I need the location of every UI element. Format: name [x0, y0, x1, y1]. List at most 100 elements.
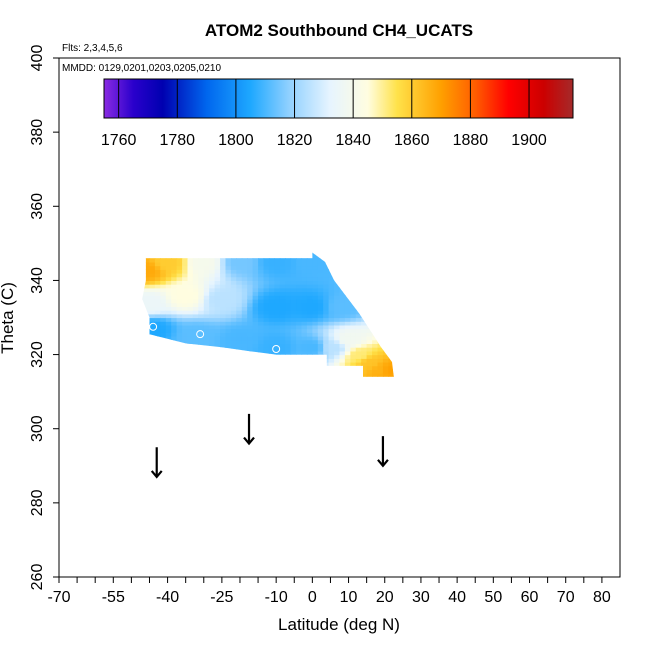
heatmap-cell	[142, 317, 145, 322]
heatmap-cell	[312, 265, 319, 270]
heatmap-cell	[149, 276, 156, 281]
heatmap-cell	[339, 269, 346, 274]
heatmap-cell	[366, 291, 373, 296]
heatmap-cell	[144, 365, 151, 370]
heatmap-cell	[323, 287, 330, 293]
heatmap-cell	[209, 328, 216, 333]
heatmap-cell	[323, 332, 330, 337]
heatmap-cell	[399, 373, 405, 377]
heatmap-cell	[334, 265, 341, 270]
heatmap-cell	[226, 377, 232, 381]
heatmap-cell	[214, 324, 221, 330]
heatmap-cell	[263, 354, 270, 359]
heatmap-cell	[306, 299, 313, 304]
heatmap-cell	[344, 273, 351, 278]
heatmap-cell	[268, 365, 275, 370]
heatmap-cell	[203, 336, 210, 341]
heatmap-cell	[252, 350, 259, 356]
heatmap-cell	[192, 369, 199, 374]
heatmap-cell	[296, 276, 303, 281]
heatmap-cell	[339, 284, 346, 289]
heatmap-cell	[160, 324, 167, 330]
heatmap-cell	[388, 369, 394, 374]
heatmap-cell	[394, 306, 400, 310]
heatmap-cell	[394, 336, 400, 340]
heatmap-cell	[198, 306, 205, 311]
heatmap-cell	[312, 310, 319, 315]
heatmap-cell	[355, 336, 362, 341]
heatmap-cell	[377, 261, 384, 267]
heatmap-cell	[388, 336, 394, 341]
heatmap-cell	[176, 313, 183, 319]
heatmap-cell	[220, 276, 227, 281]
heatmap-cell	[220, 258, 227, 263]
heatmap-cell	[388, 377, 394, 381]
heatmap-cell	[154, 317, 161, 322]
heatmap-cell	[312, 313, 319, 319]
heatmap-cell	[328, 254, 335, 259]
heatmap-cell	[263, 306, 270, 311]
heatmap-cell	[350, 306, 357, 311]
heatmap-cell	[188, 377, 194, 381]
heatmap-cell	[203, 362, 210, 367]
heatmap-cell	[220, 261, 227, 267]
heatmap-cell	[377, 369, 384, 374]
heatmap-cell	[344, 254, 351, 259]
heatmap-cell	[339, 350, 346, 356]
heatmap-cell	[241, 373, 248, 377]
heatmap-cell	[198, 321, 205, 326]
heatmap-cell	[382, 265, 389, 270]
heatmap-cell	[214, 306, 221, 311]
heatmap-cell	[187, 252, 194, 256]
heatmap-cell	[176, 362, 183, 367]
heatmap-cell	[165, 287, 172, 293]
heatmap-cell	[306, 347, 313, 352]
heatmap-cell	[182, 284, 189, 289]
heatmap-cell	[225, 276, 232, 281]
heatmap-cell	[192, 350, 199, 356]
heatmap-cell	[165, 254, 172, 259]
heatmap-cell	[328, 295, 335, 300]
heatmap-cell	[142, 362, 145, 367]
heatmap-cell	[220, 324, 227, 330]
heatmap-cell	[182, 317, 189, 322]
heatmap-cell	[176, 339, 183, 344]
heatmap-cell	[236, 295, 243, 300]
heatmap-cell	[225, 369, 232, 374]
heatmap-cell	[388, 287, 394, 293]
heatmap-cell	[154, 369, 161, 374]
heatmap-cell	[187, 310, 194, 315]
heatmap-cell	[344, 269, 351, 274]
heatmap-cell	[290, 362, 297, 367]
heatmap-cell	[150, 381, 156, 385]
heatmap-cell	[366, 350, 373, 356]
heatmap-cell	[317, 287, 324, 293]
heatmap-cell	[171, 299, 178, 304]
heatmap-cell	[394, 284, 400, 288]
heatmap-cell	[187, 365, 194, 370]
heatmap-cell	[350, 258, 357, 263]
heatmap-cell	[160, 265, 167, 270]
heatmap-cell	[247, 321, 254, 326]
heatmap-cell	[220, 358, 227, 363]
heatmap-cell	[328, 287, 335, 293]
heatmap-cell	[144, 299, 151, 304]
heatmap-cell	[394, 277, 400, 281]
heatmap-cell	[188, 381, 194, 385]
heatmap-cell	[301, 354, 308, 359]
heatmap-cell	[160, 365, 167, 370]
colorbar-label: 1900	[511, 132, 547, 149]
heatmap-cell	[241, 321, 248, 326]
heatmap-cell	[274, 273, 281, 278]
heatmap-cell	[139, 381, 145, 385]
heatmap-cell	[209, 302, 216, 307]
heatmap-cell	[192, 265, 199, 270]
heatmap-cell	[160, 373, 167, 377]
heatmap-cell	[388, 381, 394, 385]
heatmap-cell	[279, 295, 286, 300]
heatmap-cell	[154, 362, 161, 367]
heatmap-cell	[220, 343, 227, 348]
heatmap-cell	[142, 265, 145, 270]
heatmap-cell	[209, 343, 216, 348]
heatmap-cell	[339, 336, 346, 341]
